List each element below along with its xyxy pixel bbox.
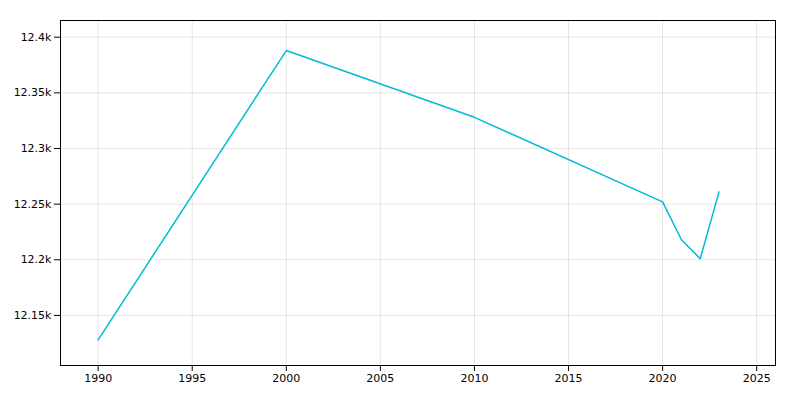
svg-text:12.15k: 12.15k xyxy=(14,309,52,322)
svg-text:1995: 1995 xyxy=(178,372,206,385)
svg-text:1990: 1990 xyxy=(84,372,112,385)
svg-text:12.2k: 12.2k xyxy=(21,253,52,266)
svg-text:2005: 2005 xyxy=(366,372,394,385)
svg-text:2025: 2025 xyxy=(743,372,771,385)
svg-text:12.4k: 12.4k xyxy=(21,31,52,44)
svg-text:2020: 2020 xyxy=(649,372,677,385)
svg-text:12.25k: 12.25k xyxy=(14,198,52,211)
svg-text:12.35k: 12.35k xyxy=(14,86,52,99)
svg-text:2010: 2010 xyxy=(460,372,488,385)
svg-text:2000: 2000 xyxy=(272,372,300,385)
svg-text:12.3k: 12.3k xyxy=(21,142,52,155)
svg-text:2015: 2015 xyxy=(555,372,583,385)
